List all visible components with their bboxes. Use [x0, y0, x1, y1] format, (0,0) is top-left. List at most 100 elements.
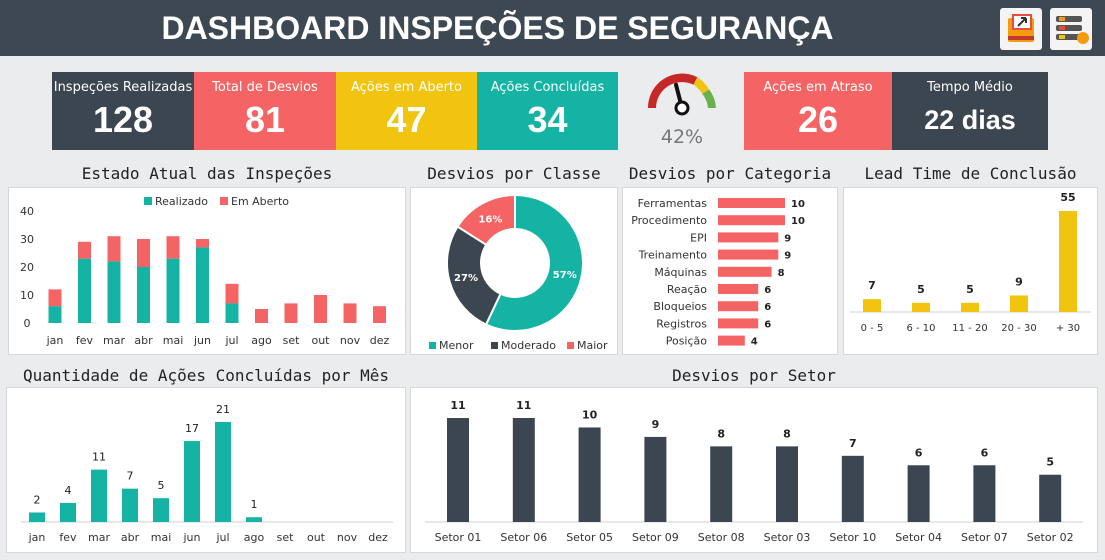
y-tick-label: 40: [20, 205, 34, 218]
kpi-gauge: 42%: [618, 72, 744, 150]
export-button[interactable]: [1000, 8, 1042, 50]
legend-swatch-realizado: [144, 197, 152, 205]
x-tick-label: nov: [340, 334, 361, 347]
setor-bar: [644, 436, 667, 522]
category-value: 4: [751, 337, 758, 348]
data-button[interactable]: [1050, 8, 1092, 50]
category-value: 9: [784, 251, 791, 262]
bar-em-aberto: [284, 303, 298, 323]
section-title-estado: Estado Atual das Inspeções: [81, 164, 333, 183]
kpi-acoes-atraso: Ações em Atraso 26: [744, 72, 892, 150]
category-bar: [718, 318, 759, 329]
category-label: Bloqueios: [653, 300, 707, 313]
x-tick-label: ago: [244, 531, 265, 544]
section-title-classe: Desvios por Classe: [427, 164, 601, 183]
lead-bar: [1010, 295, 1028, 312]
acoes-bar: [29, 512, 45, 522]
bar-em-aberto: [255, 309, 268, 323]
bar-em-aberto: [137, 239, 150, 267]
legend-swatch: [429, 342, 436, 349]
donut-slice: [446, 225, 502, 326]
x-tick-label: set: [283, 334, 300, 347]
setor-value: 6: [915, 446, 923, 459]
database-icon: [1056, 16, 1089, 44]
acoes-value: 1: [251, 498, 258, 511]
x-tick-label: Setor 03: [764, 531, 811, 544]
acoes-value: 4: [65, 484, 72, 497]
bar-em-aberto: [314, 295, 327, 323]
section-title-lead: Lead Time de Conclusão: [864, 164, 1077, 183]
category-bar: [718, 198, 785, 208]
chart-estado: 0 10 20 30 40 Realizado Em Aberto jan fev mar abr m…: [20, 195, 389, 347]
x-tick-label: Setor 08: [698, 531, 745, 544]
legend-swatch: [567, 342, 574, 349]
category-label: Ferramentas: [638, 197, 708, 210]
acoes-value: 2: [34, 493, 41, 506]
gauge-hub: [674, 100, 690, 116]
x-tick-label: Setor 10: [829, 531, 876, 544]
category-label: Registros: [656, 317, 707, 330]
category-value: 6: [764, 285, 771, 296]
category-value: 10: [791, 199, 805, 210]
panel-setor: 11 Setor 01 11 Setor 06 10 Setor 05 9 Setor 09 8…: [410, 387, 1098, 553]
acoes-value: 11: [92, 451, 106, 464]
bar-realizado: [78, 258, 91, 323]
x-tick-label: abr: [121, 531, 140, 544]
category-label: EPI: [690, 231, 707, 244]
x-tick-label: Setor 04: [895, 531, 942, 544]
x-tick-label: mai: [163, 334, 184, 347]
legend-label-realizado: Realizado: [155, 195, 208, 208]
gauge-value: 42%: [661, 126, 703, 148]
acoes-value: 5: [158, 479, 165, 492]
setor-value: 6: [981, 446, 989, 459]
kpi-label: Inspeções Realizadas: [53, 80, 193, 95]
slice-label: 27%: [454, 273, 478, 284]
y-tick-label: 20: [20, 261, 34, 274]
category-label: Procedimento: [631, 214, 707, 227]
lead-value: 9: [1015, 275, 1023, 288]
bar-realizado: [48, 306, 62, 323]
setor-value: 5: [1046, 456, 1054, 469]
setor-bar: [907, 465, 930, 522]
bar-em-aberto: [373, 306, 386, 323]
panel-acoes: 2 jan 4 fev 11 mar 7 abr 5 mai 17 jun 21 jul 1 ago set ou…: [6, 387, 406, 553]
setor-value: 9: [652, 418, 660, 431]
kpi-value: 22 dias: [924, 105, 1016, 135]
x-tick-label: jun: [193, 334, 211, 347]
chart-categoria: Ferramentas 10 Procedimento 10 EPI 9 Treinamen…: [631, 197, 805, 348]
bar-em-aberto: [78, 241, 91, 259]
kpi-tempo-medio: Tempo Médio 22 dias: [892, 72, 1048, 150]
x-tick-label: Setor 02: [1027, 531, 1074, 544]
legend-label-em-aberto: Em Aberto: [231, 195, 289, 208]
x-tick-label: mai: [151, 531, 172, 544]
chart-acoes: 2 jan 4 fev 11 mar 7 abr 5 mai 17 jun 21 jul 1 ago set ou…: [21, 403, 393, 544]
x-tick-label: mar: [103, 334, 125, 347]
setor-bar: [512, 418, 535, 522]
category-value: 9: [784, 233, 791, 244]
x-tick-label: jul: [224, 334, 238, 347]
acoes-value: 21: [216, 403, 230, 416]
kpi-label: Total de Desvios: [212, 80, 318, 95]
x-tick-label: 6 - 10: [906, 323, 935, 334]
bar-em-aberto: [225, 283, 239, 304]
x-tick-label: Setor 09: [632, 531, 679, 544]
lead-bar: [863, 299, 881, 312]
category-bar: [718, 284, 759, 294]
panel-lead: 7 0 - 5 5 6 - 10 5 11 - 20 9 20 - 30 55 + 30: [843, 187, 1098, 355]
lead-value: 55: [1060, 191, 1075, 204]
acoes-bar: [215, 422, 231, 522]
y-tick-label: 0: [24, 317, 31, 330]
kpi-value: 81: [244, 99, 286, 140]
setor-bar: [710, 446, 733, 522]
x-tick-label: jun: [183, 531, 201, 544]
setor-value: 11: [516, 399, 531, 412]
kpi-value: 47: [386, 99, 427, 140]
gauge-arc-red: [647, 73, 698, 108]
x-tick-label: Setor 05: [566, 531, 613, 544]
setor-value: 8: [783, 427, 791, 440]
y-tick-label: 10: [20, 289, 34, 302]
setor-value: 10: [582, 408, 598, 421]
acoes-bar: [60, 502, 76, 522]
kpi-label: Ações em Aberto: [350, 80, 462, 95]
x-tick-label: 20 - 30: [1001, 323, 1036, 334]
